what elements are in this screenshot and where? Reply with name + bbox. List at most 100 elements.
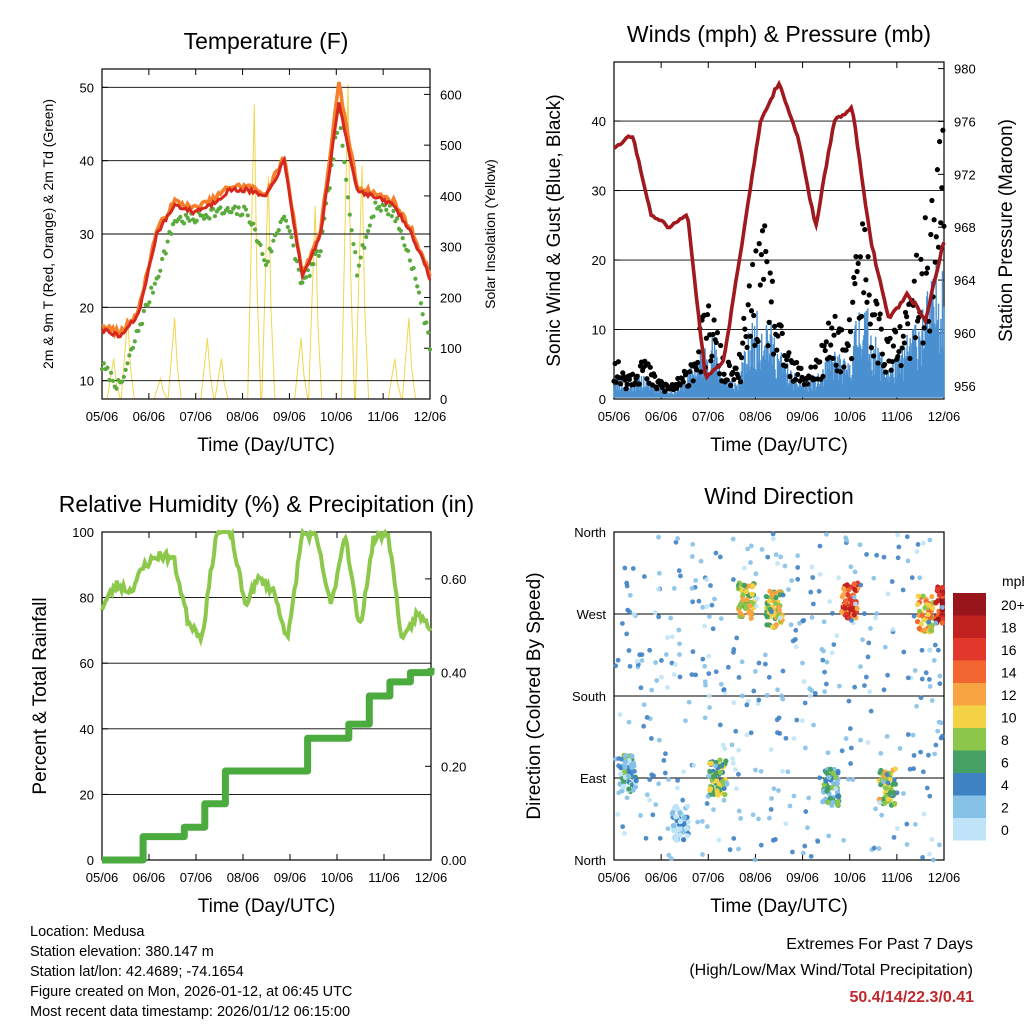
direction-point	[917, 575, 923, 581]
y-tick-label: 50	[80, 80, 94, 95]
direction-point	[850, 777, 856, 783]
x-tick-label: 06/06	[133, 870, 166, 885]
direction-point	[911, 766, 916, 772]
direction-point	[622, 764, 628, 770]
direction-point	[717, 722, 723, 728]
direction-point	[676, 568, 682, 574]
x-tick-label: 07/06	[692, 870, 725, 885]
y-tick-label: 40	[80, 154, 94, 169]
dewpoint-point	[376, 204, 382, 209]
direction-point	[707, 705, 712, 710]
gust-point	[929, 197, 935, 204]
footer-recent: Most recent data timestamp: 2026/01/12 0…	[30, 1004, 351, 1020]
direction-point	[671, 805, 678, 811]
direction-point	[866, 640, 872, 646]
gust-point	[709, 353, 715, 359]
dewpoint-point	[101, 361, 106, 366]
direction-point	[680, 797, 686, 803]
direction-point	[783, 735, 789, 741]
gust-point	[876, 316, 882, 322]
direction-point	[654, 678, 660, 683]
direction-point	[881, 687, 887, 693]
direction-point	[622, 759, 629, 765]
x-tick-label: 07/06	[180, 870, 213, 885]
direction-point	[671, 672, 677, 677]
direction-point	[815, 839, 821, 844]
y-tick-label: 20	[80, 787, 94, 802]
x-tick-label: 09/06	[786, 409, 819, 424]
gust-point	[724, 377, 730, 383]
y-tick-label: East	[580, 771, 606, 786]
gust-point	[740, 340, 746, 346]
direction-point	[816, 588, 822, 594]
x-tick-label: 12/06	[415, 870, 448, 885]
gust-point	[695, 359, 701, 366]
dewpoint-point	[373, 200, 378, 205]
direction-point	[836, 683, 842, 689]
gust-point	[615, 359, 622, 365]
station-pressure-line	[612, 79, 946, 381]
direction-point	[847, 606, 853, 612]
direction-point	[706, 773, 711, 779]
direction-point	[723, 758, 729, 764]
direction-point	[677, 832, 683, 838]
dewpoint-point	[338, 126, 343, 131]
direction-point	[846, 587, 852, 593]
dewpoint-point	[178, 214, 183, 219]
direction-point	[743, 589, 749, 595]
direction-point	[721, 687, 727, 692]
gust-point	[865, 254, 871, 260]
direction-point	[756, 660, 762, 666]
direction-point	[764, 692, 770, 698]
direction-point	[681, 815, 687, 821]
direction-point	[852, 586, 858, 593]
x-tick-label: 08/06	[226, 409, 259, 424]
direction-point	[754, 596, 760, 601]
direction-point	[624, 583, 630, 589]
direction-point	[825, 750, 831, 756]
gust-point	[900, 333, 906, 339]
dewpoint-point	[287, 228, 292, 234]
gust-point	[932, 259, 938, 265]
gust-point	[874, 301, 880, 307]
direction-point	[620, 824, 626, 830]
direction-point	[768, 807, 774, 812]
temperature-panel: 05/06 06/06 07/06 08/06 09/06 10/06 11/06 12/06…	[40, 28, 498, 456]
dewpoint-point	[344, 177, 349, 182]
gust-point	[907, 355, 913, 362]
direction-point	[863, 674, 869, 680]
gust-point	[897, 323, 903, 330]
y-tick-label: South	[572, 689, 606, 704]
dewpoint-point	[207, 216, 212, 221]
direction-point	[847, 726, 853, 732]
direction-point	[769, 795, 774, 801]
direction-point	[775, 730, 780, 736]
direction-point	[676, 627, 682, 633]
direction-point	[860, 637, 865, 643]
direction-point	[647, 647, 653, 653]
direction-point	[730, 756, 735, 762]
direction-point	[730, 577, 736, 582]
direction-point	[793, 644, 799, 650]
direction-point	[678, 573, 683, 579]
legend-swatch	[953, 773, 986, 796]
direction-point	[630, 566, 636, 571]
x-tick-label: 06/06	[645, 409, 678, 424]
x-tick-label: 06/06	[133, 409, 166, 424]
direction-point	[648, 736, 654, 741]
direction-point	[713, 770, 720, 776]
dewpoint-point	[201, 216, 207, 221]
gust-point	[630, 371, 636, 377]
direction-point	[930, 605, 936, 611]
direction-point	[730, 760, 736, 766]
direction-point	[887, 789, 894, 796]
dewpoint-point	[149, 285, 154, 290]
legend-label: 4	[1001, 777, 1009, 793]
gust-point	[817, 359, 823, 365]
direction-point	[663, 751, 668, 757]
direction-point	[627, 663, 633, 669]
winds-pressure-panel: 05/06 06/06 07/06 08/06 09/06 10/06 11/06 12/06…	[544, 21, 1017, 456]
gust-point	[833, 362, 839, 368]
gust-point	[798, 365, 804, 371]
